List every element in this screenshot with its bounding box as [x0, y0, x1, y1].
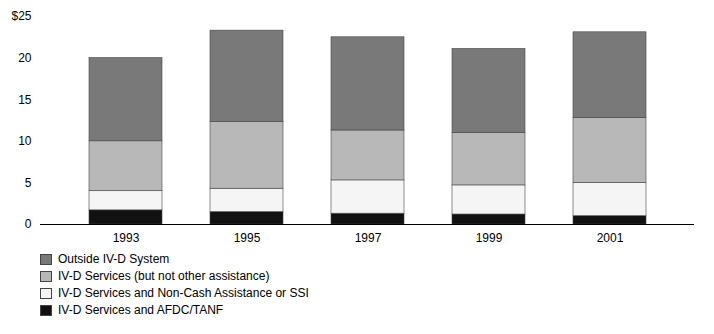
svg-text:1993: 1993	[113, 231, 140, 245]
html-text:IV-D Services (but not other a: IV-D Services (but not other assistance)	[58, 269, 270, 283]
svg-text:20: 20	[18, 51, 32, 65]
svg-text:1999: 1999	[476, 231, 503, 245]
html-text:Outside IV-D System: Outside IV-D System	[58, 252, 170, 266]
html-text:IV-D Services and Non-Cash Ass: IV-D Services and Non-Cash Assistance or…	[58, 286, 309, 300]
svg-text:$25: $25	[11, 9, 31, 23]
svg-text:15: 15	[18, 93, 32, 107]
svg-text:1995: 1995	[234, 231, 261, 245]
svg-text:0: 0	[25, 217, 32, 231]
svg-text:10: 10	[18, 134, 32, 148]
svg-text:1997: 1997	[355, 231, 382, 245]
svg-text:2001: 2001	[597, 231, 624, 245]
html-text:IV-D Services and AFDC/TANF: IV-D Services and AFDC/TANF	[58, 303, 224, 317]
svg-text:5: 5	[25, 176, 32, 190]
